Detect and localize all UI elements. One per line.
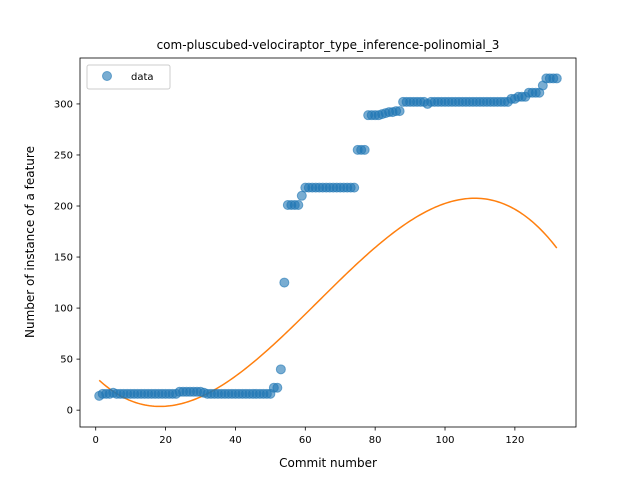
data-point [551,73,562,84]
x-tick-label: 40 [229,435,242,446]
data-point [359,144,370,155]
x-axis-label: Commit number [279,456,377,470]
fit-curve-layer [98,197,558,408]
data-points-layer [94,73,562,401]
y-axis-label: Number of instance of a feature [23,146,37,338]
fit-curve [98,197,558,408]
data-point [275,364,286,375]
data-point [293,199,304,210]
y-tick-label: 100 [54,304,73,315]
plot-frame [79,57,577,428]
x-tick-label: 120 [505,435,524,446]
y-tick-label: 250 [54,150,73,161]
y-axis: 0 50 100 150 200 250 300 [54,99,80,417]
x-tick-label: 80 [369,435,382,446]
y-tick-label: 0 [67,406,73,417]
data-point [394,106,405,117]
chart-title: com-pluscubed-velociraptor_type_inferenc… [157,38,500,52]
y-tick-label: 150 [54,253,73,264]
y-tick-label: 200 [54,202,73,213]
legend-marker-data [102,71,112,81]
data-point [272,382,283,393]
data-point [279,277,290,288]
x-tick-label: 60 [299,435,312,446]
legend: data [86,64,171,90]
x-axis: 0 20 40 60 80 100 120 [93,427,524,446]
legend-label-data: data [131,72,154,83]
x-tick-label: 20 [159,435,172,446]
x-tick-label: 0 [93,435,99,446]
legend-box [86,64,171,90]
x-tick-label: 100 [435,435,454,446]
y-tick-label: 50 [60,355,73,366]
data-point [296,190,307,201]
y-tick-label: 300 [54,99,73,110]
plot-area [79,57,577,428]
data-point [349,182,360,193]
